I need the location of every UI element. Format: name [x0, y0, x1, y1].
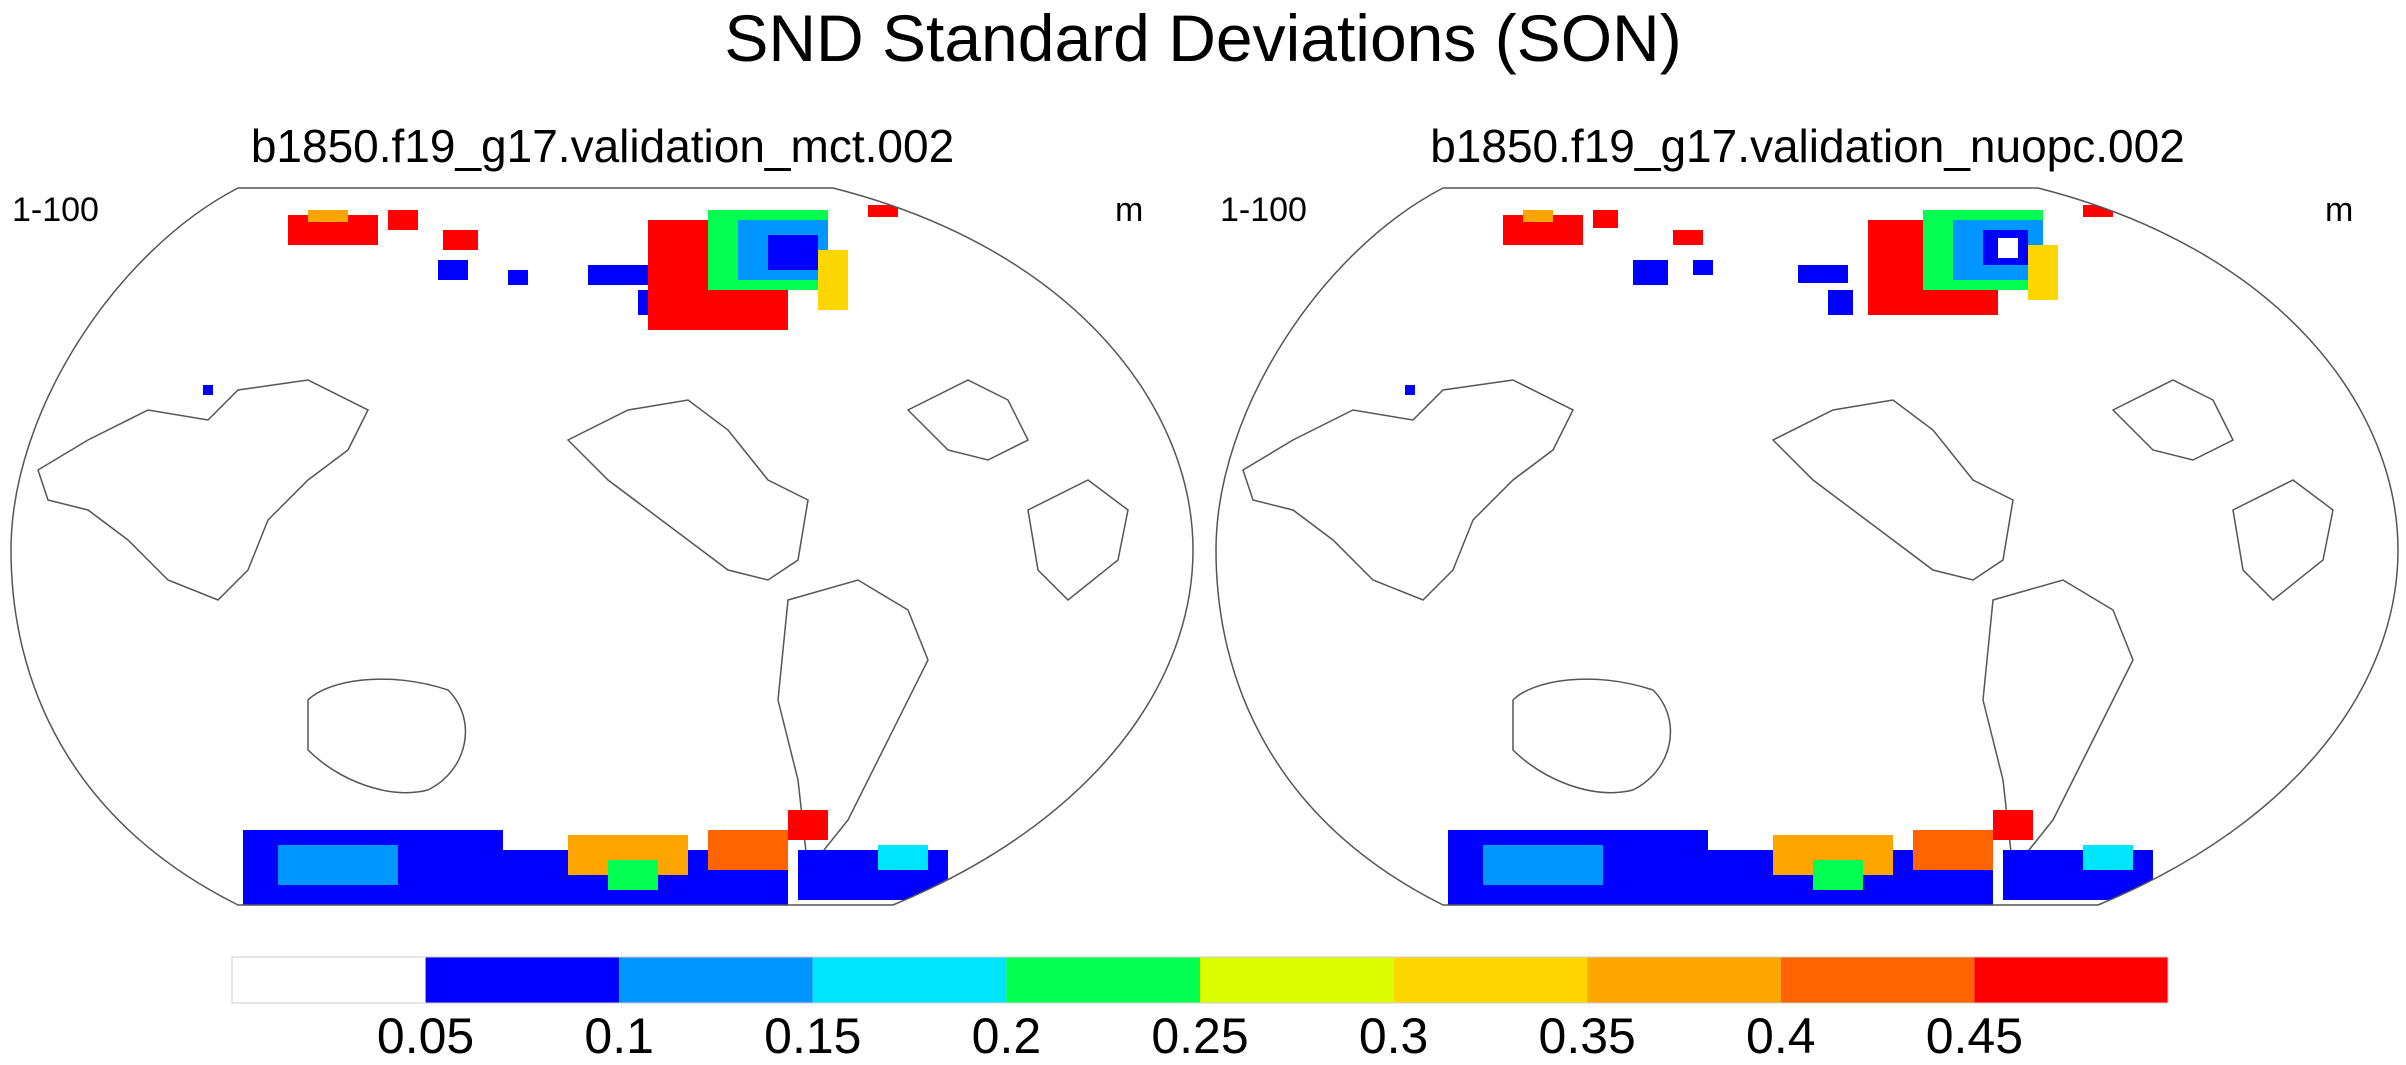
- colorbar-swatch: [232, 957, 426, 1003]
- panel-2-left-label: 1-100: [1220, 191, 1307, 229]
- map-boundary: [10, 187, 1194, 906]
- colorbar-swatch: [1200, 957, 1394, 1003]
- colorbar-tick-label: 0.25: [1151, 1008, 1249, 1064]
- coastlines: [1242, 379, 2334, 872]
- colorbar-swatch: [619, 957, 813, 1003]
- colorbar-tick-label: 0.05: [376, 1008, 475, 1064]
- colorbar-swatch: [425, 957, 620, 1003]
- map-boundary: [1215, 187, 2399, 906]
- colorbar-swatch: [812, 957, 1007, 1003]
- snow-field-south: [1448, 810, 2153, 905]
- colorbar-border: [231, 956, 2169, 1004]
- colorbar-swatch: [1974, 957, 2168, 1003]
- panel-1-title: b1850.f19_g17.validation_mct.002: [250, 120, 955, 172]
- snow-field-north: [203, 205, 898, 395]
- colorbar-swatch: [1393, 957, 1588, 1003]
- coastlines: [37, 379, 1129, 872]
- panel-2-units-label: m: [2325, 191, 2354, 229]
- snow-field-north: [1405, 205, 2113, 395]
- panel-1-map: [10, 187, 1194, 906]
- colorbar-swatch: [1780, 957, 1975, 1003]
- colorbar-tick-label: 0.4: [1746, 1008, 1816, 1064]
- figure-title: SND Standard Deviations (SON): [724, 1, 1682, 75]
- panel-1-left-label: 1-100: [12, 191, 99, 229]
- panel-1-units-label: m: [1115, 191, 1144, 229]
- colorbar-tick-label: 0.35: [1538, 1008, 1636, 1064]
- panel-2-title: b1850.f19_g17.validation_nuopc.002: [1430, 120, 2185, 172]
- colorbar-swatch: [1587, 957, 1781, 1003]
- colorbar-swatch: [1006, 957, 1200, 1003]
- panel-2-map: [1215, 187, 2399, 906]
- snow-field-south: [243, 810, 948, 905]
- colorbar: [231, 956, 2169, 1004]
- colorbar-tick-label: 0.2: [971, 1008, 1042, 1064]
- colorbar-tick-label: 0.45: [1925, 1008, 2024, 1064]
- colorbar-tick-label: 0.3: [1358, 1008, 1429, 1064]
- colorbar-tick-label: 0.1: [584, 1008, 654, 1064]
- colorbar-tick-label: 0.15: [764, 1008, 862, 1064]
